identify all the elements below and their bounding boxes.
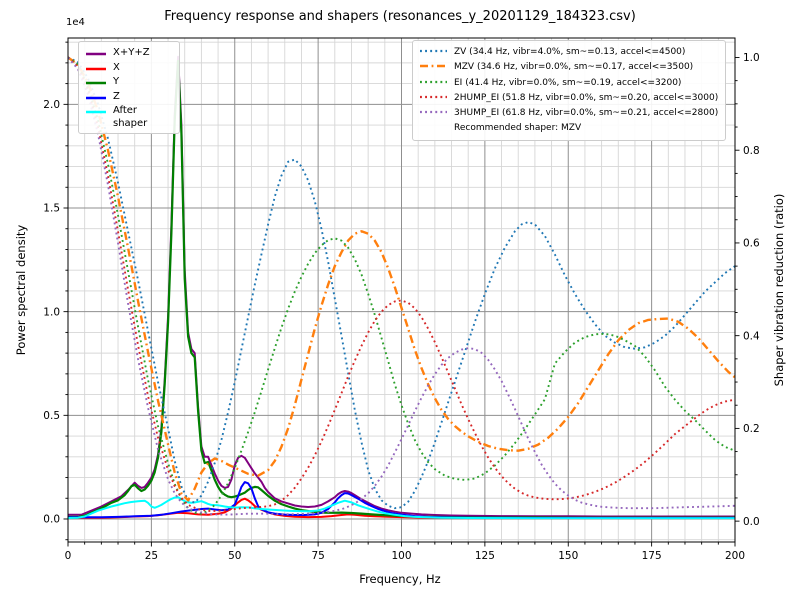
series-ei xyxy=(68,56,735,515)
tick-label: 0.2 xyxy=(743,423,760,435)
legend-item-ei: EI (41.4 Hz, vibr=0.0%, sm~=0.19, accel<… xyxy=(420,76,718,91)
legend-item-mzv: MZV (34.6 Hz, vibr=0.0%, sm~=0.17, accel… xyxy=(420,60,718,75)
legend-item-after_shaper: After shaper xyxy=(86,104,172,130)
legend-item-3hump_ei: 3HUMP_EI (61.8 Hz, vibr=0.0%, sm~=0.21, … xyxy=(420,106,718,121)
tick-label: 75 xyxy=(311,550,324,562)
legend-item-note: Recommended shaper: MZV xyxy=(420,121,718,136)
tick-label: 150 xyxy=(558,550,578,562)
tick-label: 1.5 xyxy=(43,203,60,215)
legend-item-y: Y xyxy=(86,75,172,90)
dotted-line-swatch-icon xyxy=(420,95,447,99)
legend-item-label: Y xyxy=(113,76,120,88)
tick-label: 0.4 xyxy=(743,330,760,342)
legend-item-label: 2HUMP_EI (51.8 Hz, vibr=0.0%, sm~=0.20, … xyxy=(454,92,719,103)
legend-item-label: Recommended shaper: MZV xyxy=(454,123,582,134)
dotted-line-swatch-icon xyxy=(420,49,447,53)
y-axis-label-right: Shaper vibration reduction (ratio) xyxy=(772,193,786,387)
tick-label: 1.0 xyxy=(743,52,760,64)
dotted-line-swatch-icon xyxy=(420,80,447,83)
series-z xyxy=(68,481,735,519)
legend-item-label: EI (41.4 Hz, vibr=0.0%, sm~=0.19, accel<… xyxy=(454,77,682,88)
tick-label: 100 xyxy=(391,550,411,562)
legend-item-2hump_ei: 2HUMP_EI (51.8 Hz, vibr=0.0%, sm~=0.20, … xyxy=(420,91,718,106)
legend-shapers: ZV (34.4 Hz, vibr=4.0%, sm~=0.13, accel<… xyxy=(412,40,727,141)
solid-line-swatch-icon xyxy=(86,111,106,114)
legend-item-label: 3HUMP_EI (61.8 Hz, vibr=0.0%, sm~=0.21, … xyxy=(454,108,719,119)
tick-label: 25 xyxy=(145,550,158,562)
tick-label: 0.0 xyxy=(43,514,60,526)
legend-item-label: X+Y+Z xyxy=(113,47,150,58)
legend-item-label: Z xyxy=(113,90,120,102)
solid-line-swatch-icon xyxy=(86,81,106,85)
tick-label: 0.0 xyxy=(743,516,760,528)
legend-item-label: After shaper xyxy=(113,105,148,130)
tick-label: 200 xyxy=(725,550,745,562)
series-y xyxy=(68,59,735,519)
tick-label: 0.5 xyxy=(43,410,60,422)
solid-line-swatch-icon xyxy=(86,52,106,56)
dotted-line-swatch-icon xyxy=(420,111,447,114)
chart-title: Frequency response and shapers (resonanc… xyxy=(164,9,636,24)
tick-label: 2.0 xyxy=(43,99,60,111)
tick-label: 50 xyxy=(228,550,241,562)
tick-label: 1.0 xyxy=(43,306,60,318)
legend-item-label: X xyxy=(113,61,120,73)
series-mzv xyxy=(68,56,735,502)
tick-label: 175 xyxy=(642,550,662,562)
solid-line-swatch-icon xyxy=(86,96,106,99)
legend-psd: X+Y+Z X Y Z After shaper xyxy=(78,41,180,135)
legend-item-x: X xyxy=(86,61,172,76)
y-axis-label-left: Power spectral density xyxy=(14,224,28,356)
series-after_shaper xyxy=(68,496,735,520)
axis-offset-multiplier: 1e4 xyxy=(66,17,85,28)
legend-item-sum: X+Y+Z xyxy=(86,46,172,61)
solid-line-swatch-icon xyxy=(86,67,106,70)
legend-item-z: Z xyxy=(86,90,172,105)
x-axis-label: Frequency, Hz xyxy=(359,572,441,586)
tick-label: 0.8 xyxy=(743,145,760,157)
legend-item-label: MZV (34.6 Hz, vibr=0.0%, sm~=0.17, accel… xyxy=(454,62,694,73)
series-zv xyxy=(68,56,735,510)
tick-label: 125 xyxy=(475,550,495,562)
legend-item-zv: ZV (34.4 Hz, vibr=4.0%, sm~=0.13, accel<… xyxy=(420,45,718,60)
legend-item-label: ZV (34.4 Hz, vibr=4.0%, sm~=0.13, accel<… xyxy=(454,47,686,57)
tick-label: 0.6 xyxy=(743,238,760,250)
series-3hump_ei xyxy=(68,56,735,516)
dashdot-line-swatch-icon xyxy=(420,64,447,68)
tick-label: 0 xyxy=(65,550,72,562)
